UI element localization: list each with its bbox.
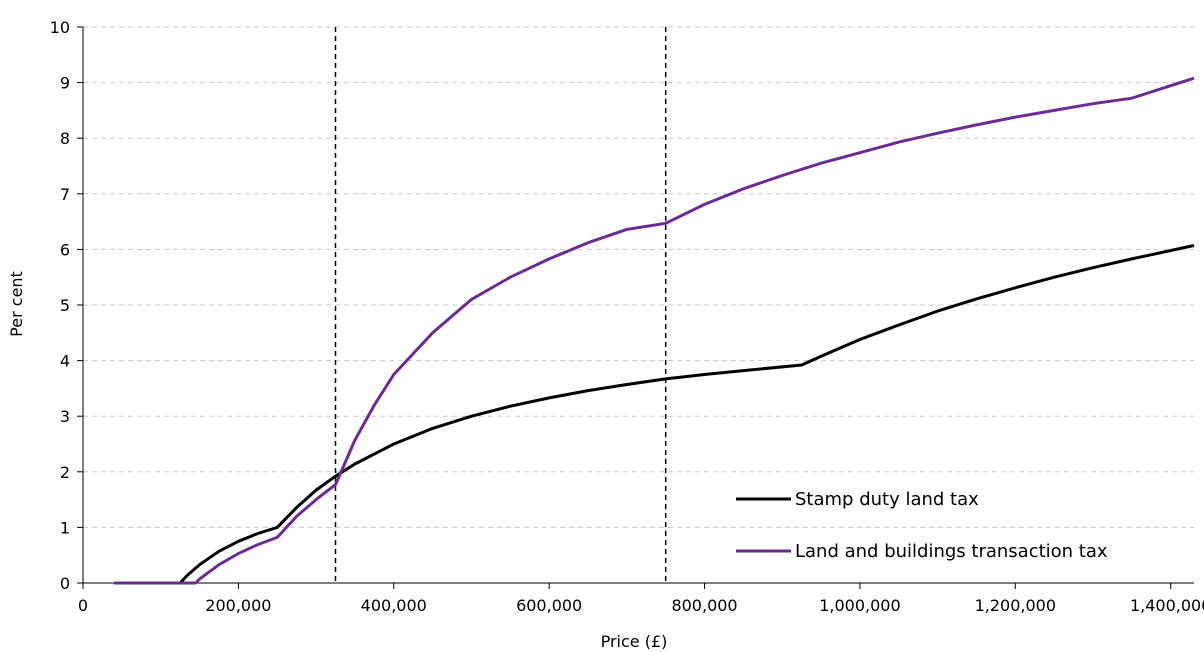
series-line-0 <box>114 244 1195 585</box>
y-axis-ticks: 0 1 2 3 4 5 6 7 8 9 10 <box>50 18 83 593</box>
x-tick-label-3: 600,000 <box>516 596 582 615</box>
legend-label-stamp-duty: Stamp duty land tax <box>795 489 979 510</box>
gridlines <box>83 26 1194 528</box>
series-lines <box>114 76 1195 585</box>
y-tick-label-5: 5 <box>60 296 70 315</box>
x-tick-label-4: 800,000 <box>671 596 737 615</box>
y-tick-label-7: 7 <box>60 185 70 204</box>
x-axis-ticks: 0 200,000 400,000 600,000 800,000 1,000,000 1,… <box>78 583 1204 615</box>
y-tick-label-2: 2 <box>60 463 70 482</box>
y-tick-label-10: 10 <box>50 18 70 37</box>
y-tick-label-1: 1 <box>60 518 70 537</box>
x-tick-label-7: 1,400,000 <box>1130 596 1204 615</box>
reference-lines <box>334 27 667 583</box>
x-axis-title: Price (£) <box>601 632 668 651</box>
y-tick-label-3: 3 <box>60 407 70 426</box>
legend-label-lbtt: Land and buildings transaction tax <box>795 541 1108 562</box>
legend: Stamp duty land tax Land and buildings t… <box>736 489 1108 562</box>
x-tick-label-1: 200,000 <box>205 596 271 615</box>
x-tick-label-2: 400,000 <box>361 596 427 615</box>
y-tick-label-4: 4 <box>60 352 70 371</box>
x-tick-label-6: 1,200,000 <box>975 596 1056 615</box>
x-tick-label-5: 1,000,000 <box>819 596 900 615</box>
y-tick-label-6: 6 <box>60 240 70 259</box>
y-tick-label-8: 8 <box>60 129 70 148</box>
y-tick-label-0: 0 <box>60 574 70 593</box>
y-tick-label-9: 9 <box>60 74 70 93</box>
series-line-1 <box>114 76 1195 585</box>
y-axis-title: Per cent <box>7 271 26 337</box>
x-tick-label-0: 0 <box>78 596 88 615</box>
